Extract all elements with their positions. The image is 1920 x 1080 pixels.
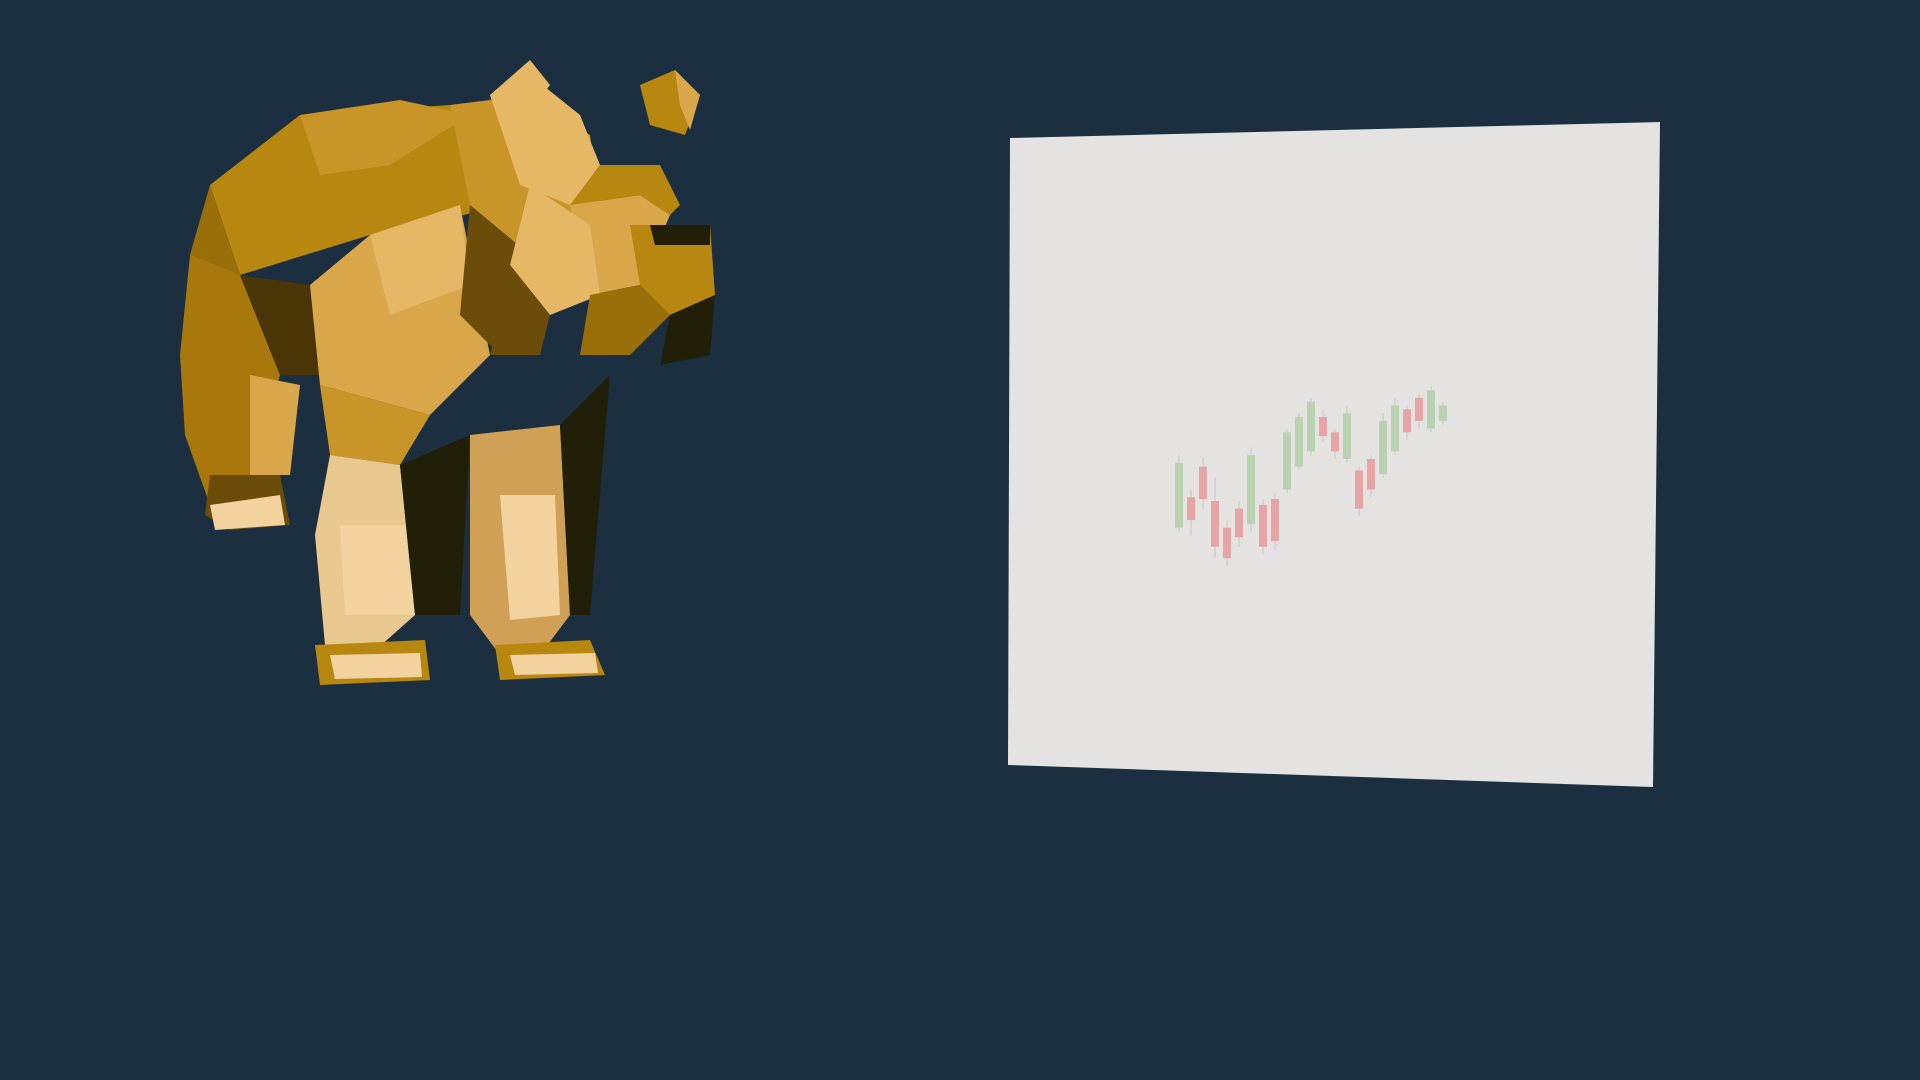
candle-down [1271, 499, 1279, 542]
candlestick-chart [1175, 386, 1447, 566]
candle-up [1391, 405, 1399, 452]
candle-down [1355, 470, 1363, 509]
bear-illustration [180, 60, 715, 685]
candle-up [1295, 417, 1303, 467]
candle-up [1427, 390, 1435, 429]
candle-up [1307, 401, 1315, 452]
candle-up [1379, 420, 1387, 475]
candle-up [1175, 462, 1183, 528]
candle-down [1259, 504, 1267, 547]
candle-down [1319, 417, 1327, 437]
candle-down [1403, 409, 1411, 433]
chart-board [1008, 122, 1660, 787]
candle-down [1415, 397, 1423, 421]
candle-down [1367, 459, 1375, 490]
candle-down [1235, 508, 1243, 538]
candle-up [1439, 405, 1447, 421]
candle-down [1223, 527, 1231, 559]
candle-down [1331, 432, 1339, 452]
candle-up [1343, 413, 1351, 459]
candle-up [1283, 432, 1291, 490]
candle-down [1187, 497, 1195, 521]
board-panel [1008, 122, 1660, 787]
candle-up [1247, 455, 1255, 524]
candle-down [1211, 501, 1219, 547]
candle-down [1199, 466, 1207, 500]
